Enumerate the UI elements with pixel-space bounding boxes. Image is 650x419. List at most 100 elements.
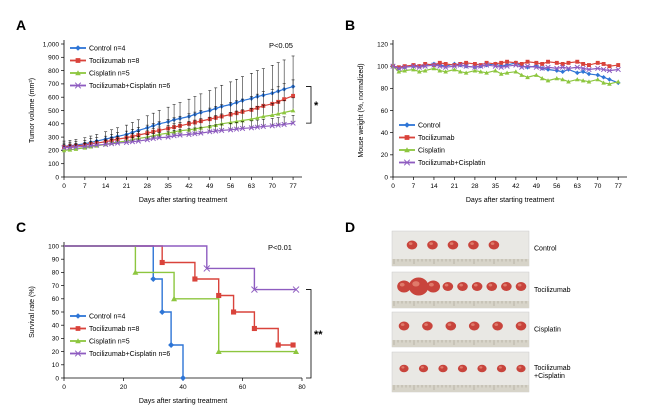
legend-label: Tocilizumab n=8 bbox=[89, 326, 139, 333]
data-point-control bbox=[580, 69, 586, 75]
legend-label: Control n=4 bbox=[89, 46, 125, 53]
legend-label: Tocilizumab+Cisplatin bbox=[418, 160, 486, 167]
series-line-control bbox=[63, 85, 294, 148]
data-point-cisplatin bbox=[261, 114, 266, 119]
x-tick-label: 80 bbox=[298, 384, 306, 391]
data-point-combo bbox=[519, 64, 525, 70]
series-line-cisplatin bbox=[64, 245, 297, 353]
tumor bbox=[457, 364, 468, 373]
data-point-cisplatin bbox=[281, 110, 287, 115]
data-point-tocilizumab bbox=[560, 61, 565, 66]
data-point-cisplatin bbox=[417, 69, 422, 74]
y-tick-label: 90 bbox=[52, 257, 60, 264]
data-point-cisplatin bbox=[586, 79, 592, 84]
data-point-tocilizumab bbox=[513, 60, 518, 65]
x-tick-label: 77 bbox=[615, 183, 623, 190]
data-point-tocilizumab bbox=[396, 65, 401, 70]
data-point-combo bbox=[213, 128, 219, 134]
tumor-highlight bbox=[494, 323, 499, 326]
y-tick-label: 70 bbox=[52, 283, 60, 290]
x-tick-label: 70 bbox=[594, 183, 602, 190]
data-point-cisplatin bbox=[422, 68, 428, 73]
y-tick-label: 80 bbox=[52, 270, 60, 277]
tumor-highlight bbox=[440, 366, 444, 369]
data-point-tocilizumab bbox=[458, 61, 463, 66]
data-point-combo bbox=[192, 131, 198, 137]
data-point-cisplatin bbox=[566, 79, 571, 84]
tumor bbox=[408, 277, 429, 296]
data-point-cisplatin bbox=[171, 295, 178, 302]
tumor bbox=[486, 282, 498, 291]
tumor-highlight bbox=[449, 242, 454, 245]
y-tick-label: 50 bbox=[52, 309, 60, 316]
series-tocilizumab bbox=[62, 79, 296, 150]
data-point-tocilizumab bbox=[417, 64, 422, 69]
series-line-combo bbox=[63, 122, 294, 149]
data-point-control bbox=[607, 77, 612, 82]
tumor-highlight bbox=[429, 242, 433, 245]
data-point-combo bbox=[478, 63, 484, 69]
data-point-combo bbox=[483, 62, 490, 68]
y-tick-label: 100 bbox=[377, 63, 388, 70]
x-tick-label: 40 bbox=[179, 384, 187, 391]
y-tick-label: 30 bbox=[52, 336, 60, 343]
data-point-combo bbox=[390, 63, 396, 69]
x-axis-title: Days after starting treatment bbox=[466, 197, 554, 204]
y-tick-label: 60 bbox=[52, 296, 60, 303]
data-point-combo bbox=[565, 65, 572, 72]
x-tick-label: 35 bbox=[492, 183, 500, 190]
photo-row-label: Tocilizumab bbox=[534, 365, 571, 372]
data-point-combo bbox=[102, 141, 109, 148]
significance-bracket bbox=[306, 86, 312, 124]
data-point-tocilizumab bbox=[251, 325, 257, 332]
data-point-cisplatin bbox=[595, 77, 601, 82]
tumor-highlight bbox=[518, 366, 522, 369]
data-point-cisplatin bbox=[478, 69, 484, 74]
data-point-tocilizumab bbox=[411, 63, 416, 68]
data-point-combo bbox=[94, 142, 100, 148]
data-point-cisplatin bbox=[539, 76, 545, 81]
data-point-combo bbox=[281, 121, 287, 128]
tumor-highlight bbox=[490, 242, 495, 245]
data-point-combo bbox=[580, 65, 586, 72]
series-tocilizumab bbox=[64, 245, 296, 348]
tumor bbox=[515, 321, 527, 331]
data-point-tocilizumab bbox=[159, 259, 165, 266]
tumor-highlight bbox=[459, 366, 463, 369]
tumor-highlight bbox=[471, 323, 475, 326]
y-tick-label: 0 bbox=[55, 174, 59, 181]
photo-row: Control bbox=[391, 230, 557, 267]
data-point-cisplatin bbox=[293, 348, 300, 354]
legend-label: Cisplatin bbox=[418, 148, 445, 155]
significance-bracket bbox=[306, 289, 312, 379]
data-point-combo bbox=[457, 62, 463, 68]
data-point-cisplatin bbox=[498, 71, 504, 76]
data-point-tocilizumab bbox=[525, 59, 530, 64]
significance-marker: * bbox=[314, 100, 319, 112]
series-line-combo bbox=[392, 64, 619, 72]
panel-letter: A bbox=[16, 17, 26, 33]
legend-marker-combo bbox=[403, 159, 411, 166]
x-tick-label: 42 bbox=[185, 183, 193, 190]
y-tick-label: 40 bbox=[52, 323, 60, 330]
legend-label: Control bbox=[418, 123, 441, 130]
legend-marker-combo bbox=[74, 82, 82, 89]
tumor-highlight bbox=[447, 323, 452, 326]
data-point-tocilizumab bbox=[464, 60, 469, 65]
data-point-combo bbox=[513, 62, 519, 68]
y-tick-label: 20 bbox=[381, 152, 389, 159]
legend: Control n=4 Tocilizumab n=8 Cisplatin n=5 T… bbox=[70, 313, 170, 358]
tumor bbox=[418, 364, 429, 373]
data-point-cisplatin bbox=[560, 77, 565, 82]
x-tick-label: 28 bbox=[471, 183, 479, 190]
tumor-highlight bbox=[420, 366, 424, 369]
data-point-combo bbox=[123, 139, 130, 146]
x-tick-label: 35 bbox=[165, 183, 173, 190]
data-point-tocilizumab bbox=[452, 63, 457, 68]
data-point-cisplatin bbox=[402, 68, 407, 73]
data-point-combo bbox=[545, 64, 551, 70]
data-point-tocilizumab bbox=[499, 60, 504, 65]
tumor bbox=[457, 282, 468, 291]
tumor bbox=[427, 240, 438, 250]
y-tick-label: 500 bbox=[48, 108, 59, 115]
